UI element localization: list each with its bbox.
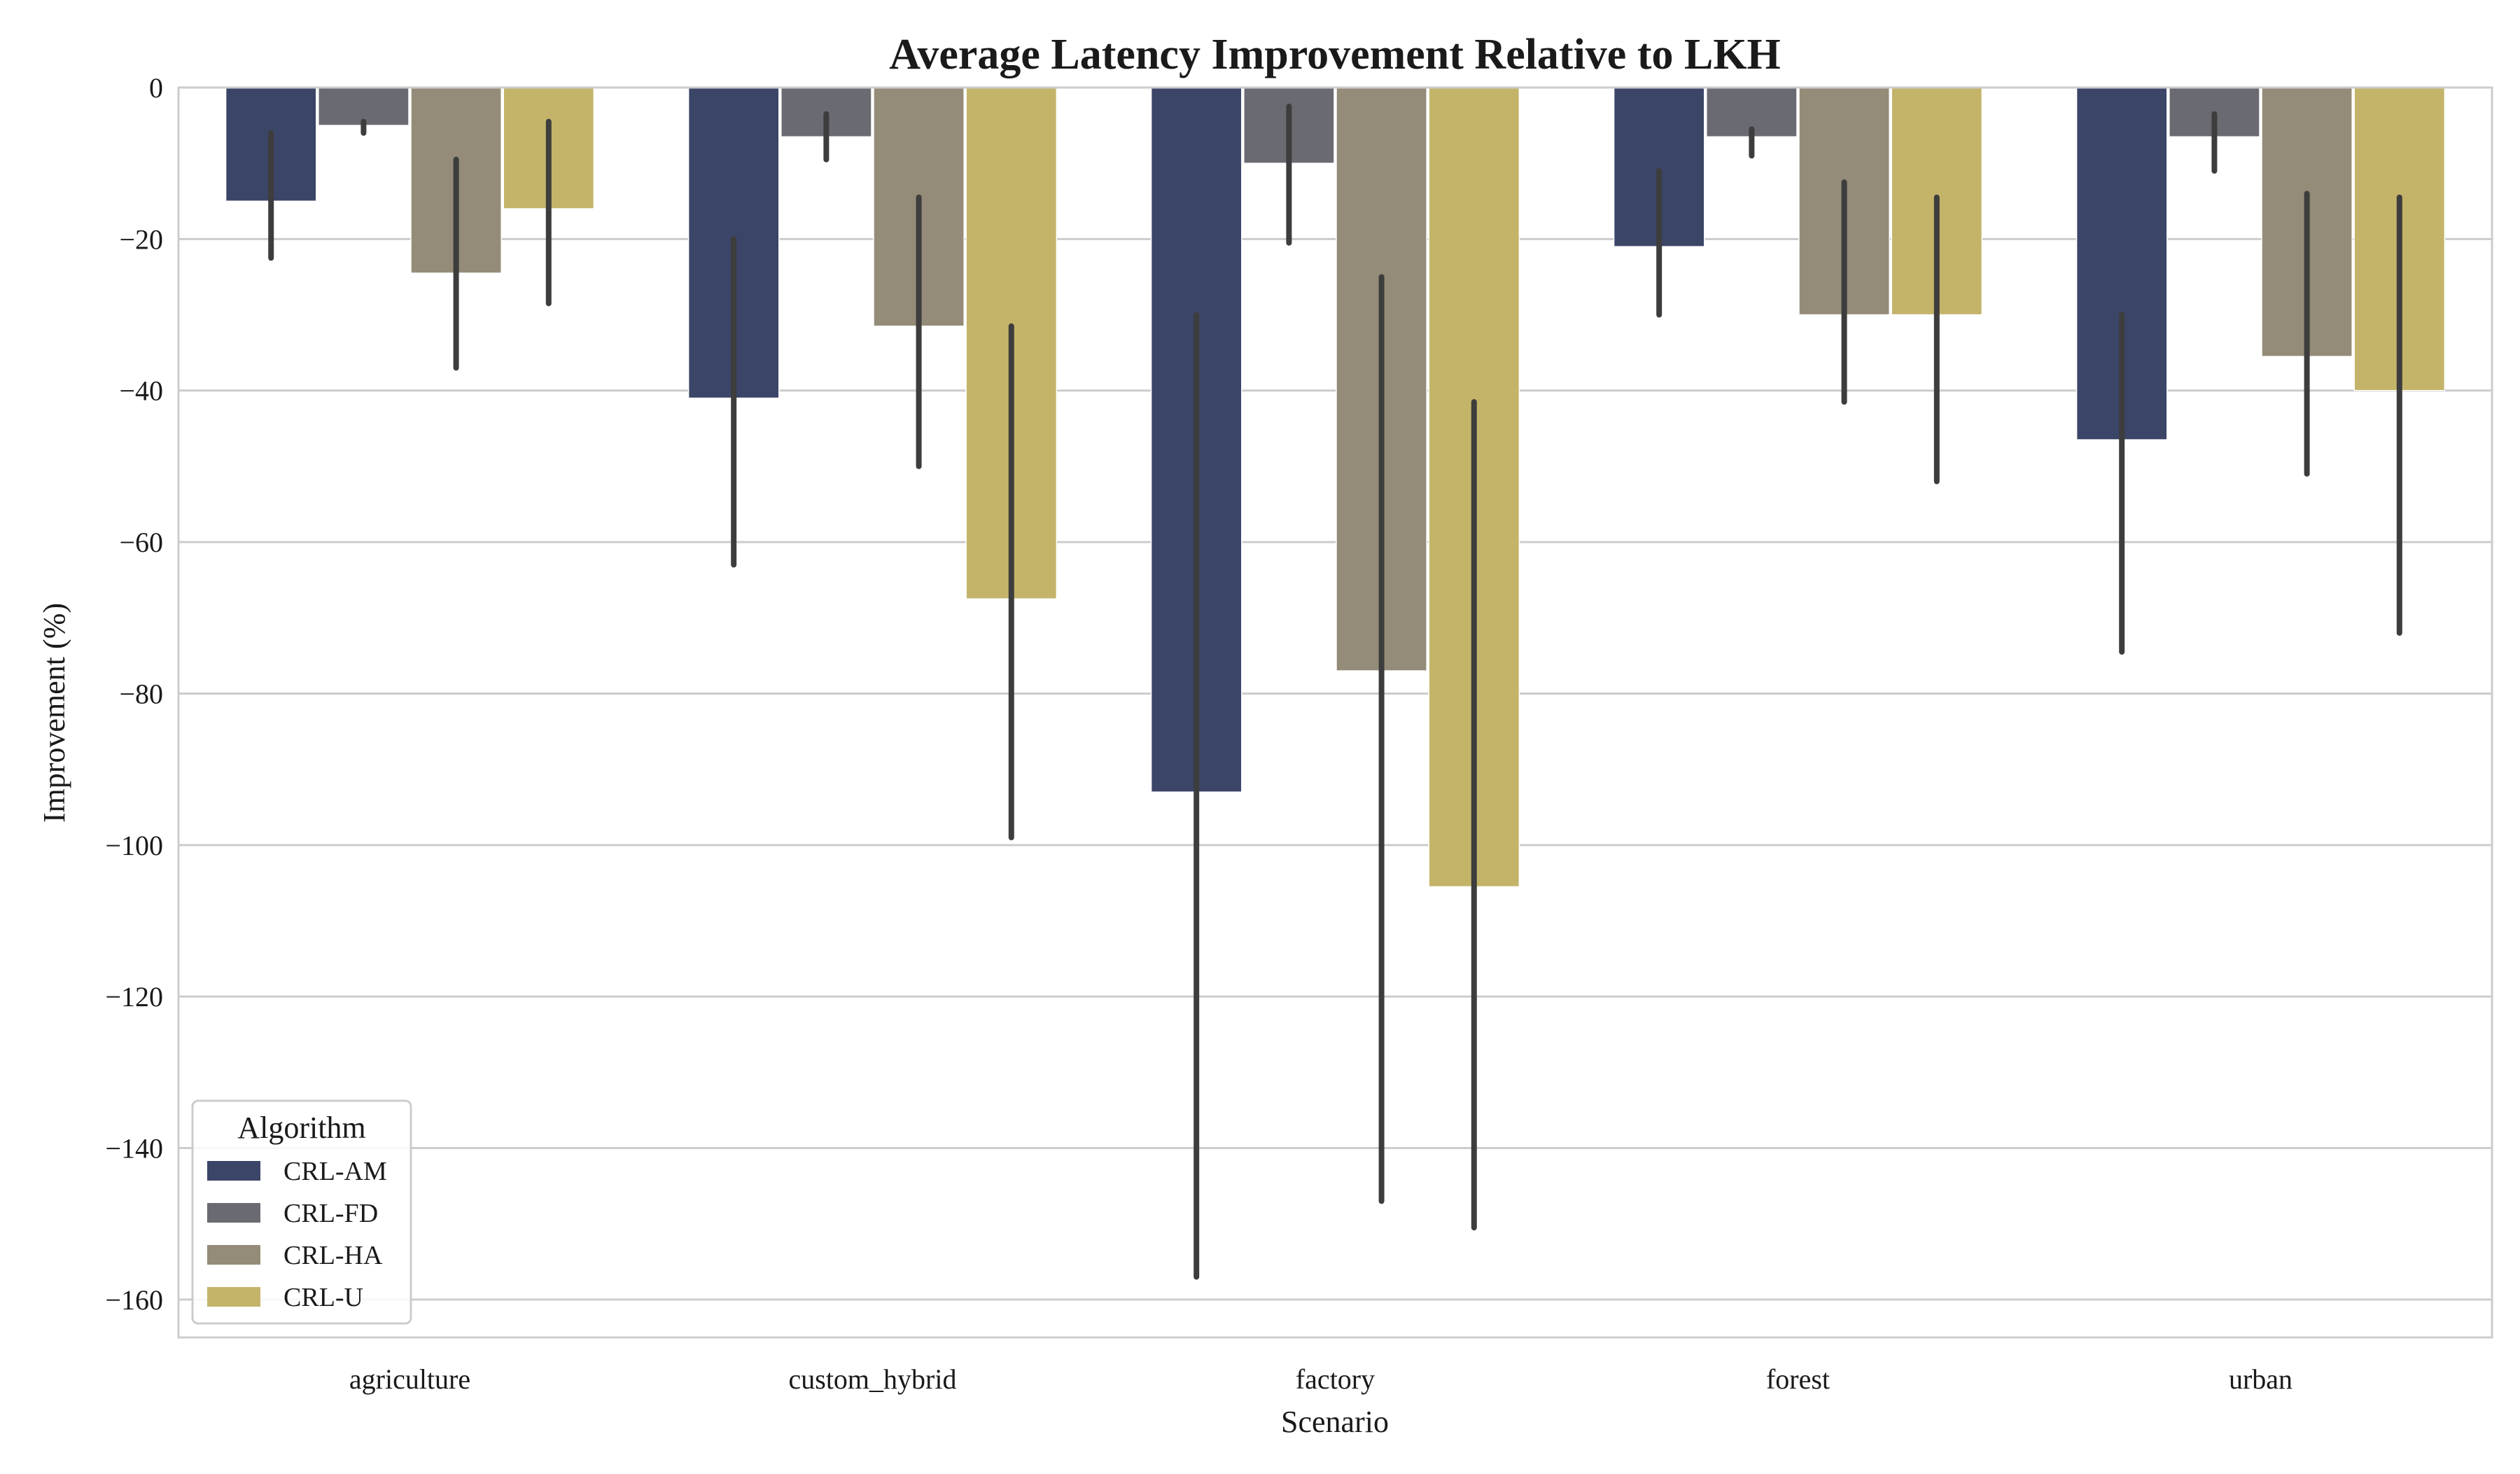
x-tick-label: forest [1766,1363,1830,1395]
legend-swatch [207,1161,260,1181]
errorbar-layer [268,104,2402,1280]
legend-label: CRL-AM [284,1157,387,1186]
y-tick-label: −40 [119,375,163,407]
y-axis-label: Improvement (%) [37,603,71,823]
x-tick-label: agriculture [349,1363,470,1395]
y-tick-label: −100 [105,830,163,861]
x-tick-label: custom_hybrid [789,1363,957,1395]
y-tick-labels: 0 −20 −40 −60 −80 −100 −120 −140 −160 [105,72,163,1316]
y-tick-label: −60 [119,527,163,558]
grid-layer [178,86,2492,1301]
legend-box [191,1099,412,1325]
x-tick-label: factory [1296,1363,1375,1395]
y-tick-label: 0 [149,72,163,104]
plot-frame [177,86,2493,1339]
legend-swatch [207,1287,260,1307]
x-tick-labels: agriculture custom_hybrid factory forest urb… [349,1363,2292,1395]
x-tick-label: urban [2229,1363,2292,1395]
legend-label: CRL-U [284,1283,363,1312]
bar-layer [225,87,2446,888]
y-tick-label: −160 [105,1284,163,1316]
y-tick-label: −140 [105,1133,163,1164]
legend-items: CRL-AM CRL-FD CRL-HA CRL-U [207,1157,387,1312]
legend-label: CRL-FD [284,1199,378,1228]
y-tick-label: −120 [105,981,163,1013]
legend-title: Algorithm [237,1111,365,1145]
y-tick-label: −80 [119,678,163,709]
y-tick-label: −20 [119,223,163,255]
legend-swatch [207,1203,260,1223]
x-axis-label: Scenario [1281,1405,1389,1439]
legend-label: CRL-HA [284,1241,383,1270]
legend: Algorithm CRL-AM CRL-FD CRL-HA CRL-U [191,1099,412,1325]
legend-swatch [207,1245,260,1265]
chart-title: Average Latency Improvement Relative to … [889,31,1781,78]
